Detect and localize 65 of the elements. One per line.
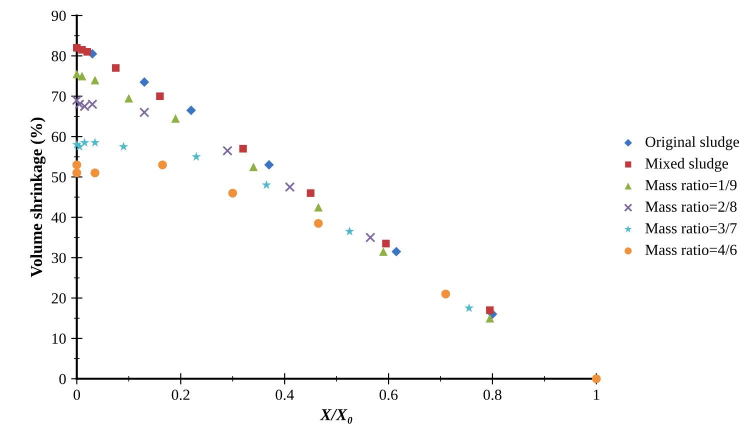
point xyxy=(90,168,100,178)
point xyxy=(112,64,120,72)
point xyxy=(78,72,86,80)
point xyxy=(72,160,82,170)
legend-label: Mixed sludge xyxy=(645,158,728,172)
x-axis-title: X/X₀ xyxy=(320,409,352,424)
x-tick-label: 0.2 xyxy=(172,390,190,400)
y-tick-label: 50 xyxy=(52,172,66,182)
x-tick-label: 0.4 xyxy=(276,390,294,400)
point xyxy=(124,94,134,103)
point xyxy=(74,142,84,151)
point xyxy=(464,303,474,312)
y-tick-label: 70 xyxy=(52,91,66,102)
point xyxy=(80,138,90,147)
y-tick-label: 20 xyxy=(52,293,66,304)
point xyxy=(72,95,82,106)
point xyxy=(72,168,82,178)
point xyxy=(314,202,323,212)
point xyxy=(314,218,323,228)
legend-label: Mass ratio=1/9 xyxy=(645,180,737,190)
y-tick-label: 90 xyxy=(52,10,66,21)
point xyxy=(382,240,390,248)
legend-label: Mass ratio=2/8 xyxy=(645,202,737,212)
point xyxy=(186,106,196,116)
y-axis-title: Volume shrinkage (%) xyxy=(30,118,46,278)
point xyxy=(83,48,91,56)
point xyxy=(249,162,258,172)
point xyxy=(486,314,494,323)
point xyxy=(592,374,601,384)
point xyxy=(284,182,295,192)
y-tick-label: 0 xyxy=(59,374,66,384)
x-tick-label: 1 xyxy=(594,390,600,400)
point xyxy=(441,290,450,298)
point xyxy=(365,232,376,242)
point xyxy=(222,146,232,156)
point xyxy=(262,180,272,189)
y-tick-label: 30 xyxy=(52,252,66,264)
x-tick-label: 0.8 xyxy=(483,390,502,400)
point xyxy=(264,160,274,170)
point xyxy=(344,226,354,236)
point xyxy=(90,138,100,147)
point xyxy=(392,246,402,256)
point xyxy=(156,92,164,100)
point xyxy=(90,76,100,84)
point xyxy=(228,188,238,198)
point xyxy=(306,189,314,197)
point xyxy=(171,114,180,123)
legend-label: Mass ratio=4/6 xyxy=(645,244,737,256)
point xyxy=(239,144,247,153)
point xyxy=(192,152,201,161)
point xyxy=(139,107,150,118)
legend-label: Mass ratio=3/7 xyxy=(645,223,737,234)
point xyxy=(379,247,388,256)
y-tick-label: 10 xyxy=(52,334,66,344)
point xyxy=(118,142,128,151)
y-tick-label: 80 xyxy=(52,51,66,62)
y-tick-label: 60 xyxy=(52,132,66,142)
legend-label: Original sludge xyxy=(646,136,740,150)
x-tick-label: 0 xyxy=(74,390,80,400)
point xyxy=(158,160,167,170)
x-tick-label: 0.6 xyxy=(380,390,398,400)
point xyxy=(486,306,494,314)
y-tick-label: 40 xyxy=(51,212,66,223)
point xyxy=(74,99,84,110)
point xyxy=(140,77,150,87)
